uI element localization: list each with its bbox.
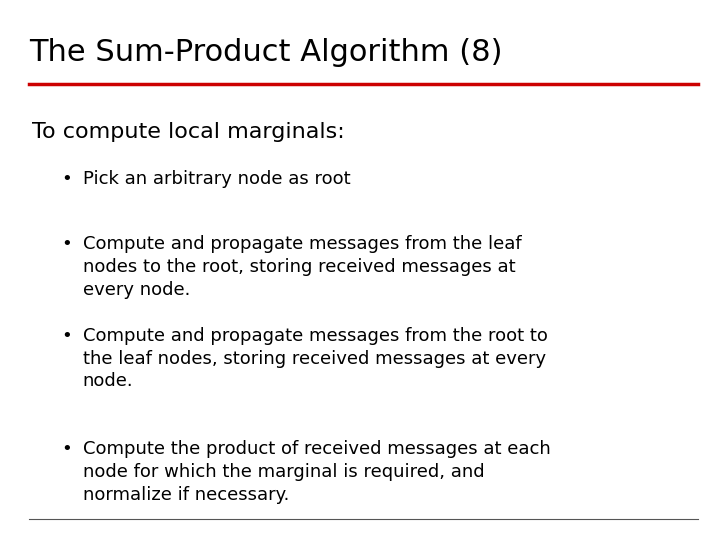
Text: To compute local marginals:: To compute local marginals: [32, 122, 345, 141]
Text: Compute and propagate messages from the root to
the leaf nodes, storing received: Compute and propagate messages from the … [83, 327, 548, 390]
Text: Compute and propagate messages from the leaf
nodes to the root, storing received: Compute and propagate messages from the … [83, 235, 521, 299]
Text: Compute the product of received messages at each
node for which the marginal is : Compute the product of received messages… [83, 440, 551, 504]
Text: Pick an arbitrary node as root: Pick an arbitrary node as root [83, 170, 351, 188]
Text: •: • [61, 235, 72, 253]
Text: The Sum-Product Algorithm (8): The Sum-Product Algorithm (8) [29, 38, 503, 67]
Text: •: • [61, 440, 72, 458]
Text: •: • [61, 327, 72, 345]
Text: •: • [61, 170, 72, 188]
